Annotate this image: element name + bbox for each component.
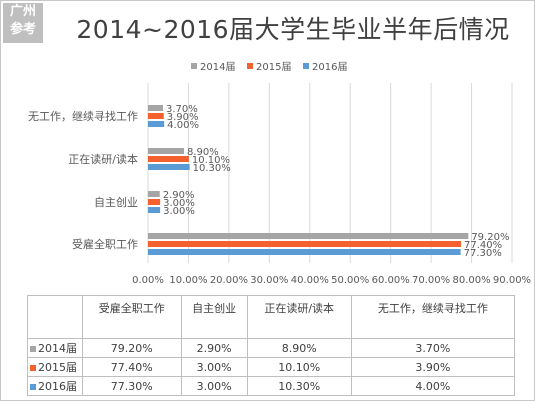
legend: 2014届 2015届 2016届	[191, 61, 347, 73]
data-labels: 3.70%3.90%4.00%8.90%10.10%10.30%2.90%3.0…	[163, 104, 510, 259]
category-label-2: 自主创业	[94, 196, 138, 209]
legend-swatch-2014届	[191, 63, 197, 69]
source-badge: 广州 参考	[3, 3, 43, 43]
data-label-2016届-2: 3.00%	[163, 206, 195, 217]
table-header-3: 无工作，继续寻找工作	[350, 295, 516, 339]
table-legend-swatch	[30, 365, 36, 371]
table-cell: 10.30%	[246, 376, 352, 396]
table-row: 2016届 77.30% 3.00% 10.30% 4.00%	[27, 376, 516, 396]
bar-2015届-1	[148, 156, 189, 162]
bar-2016届-2	[148, 207, 161, 213]
table-cell: 77.40%	[82, 357, 182, 377]
bar-2016届-1	[148, 164, 190, 170]
table-row: 2014届 79.20% 2.90% 8.90% 3.70%	[27, 338, 516, 358]
data-label-2016届-3: 77.30%	[464, 248, 502, 259]
x-tick-10: 10.00%	[169, 275, 207, 286]
table-row-label-text: 2015届	[38, 361, 77, 374]
x-tick-60: 60.00%	[372, 275, 410, 286]
table-row-label: 2016届	[27, 376, 83, 396]
table-header-row: 受雇全职工作 自主创业 正在读研/读本 无工作，继续寻找工作	[27, 295, 516, 339]
badge-line-2: 参考	[9, 22, 36, 37]
bar-2016届-0	[148, 121, 165, 127]
table-cell: 4.00%	[350, 376, 516, 396]
table-cell: 8.90%	[246, 338, 352, 358]
x-tick-90: 90.00%	[493, 275, 531, 286]
table-legend-swatch	[30, 346, 36, 352]
table-cell: 77.30%	[82, 376, 182, 396]
data-label-2016届-0: 4.00%	[167, 120, 199, 131]
table-cell: 3.00%	[180, 376, 248, 396]
data-label-2015届-3: 77.40%	[464, 240, 502, 251]
legend-swatch-2015届	[247, 63, 253, 69]
legend-swatch-2016届	[303, 63, 309, 69]
table-row-label-text: 2014届	[38, 342, 77, 355]
data-label-2015届-0: 3.90%	[167, 112, 199, 123]
x-axis-ticks: 0.00% 10.00% 20.00% 30.00% 40.00% 50.00% 60.00…	[132, 275, 531, 286]
table-row: 2015届 77.40% 3.00% 10.10% 3.90%	[27, 357, 516, 377]
table-row-label-text: 2016届	[38, 380, 77, 393]
badge-line-1: 广州	[9, 4, 36, 19]
data-label-2014届-0: 3.70%	[166, 104, 198, 115]
category-label-1: 正在读研/读本	[68, 152, 138, 166]
bar-2014届-3	[148, 233, 469, 239]
category-label-0: 无工作，继续寻找工作	[28, 109, 138, 123]
bar-2016届-3	[148, 249, 461, 255]
table-header-1: 自主创业	[180, 295, 248, 339]
x-tick-50: 50.00%	[331, 275, 369, 286]
table-header-2: 正在读研/读本	[246, 295, 352, 339]
bar-2014届-1	[148, 148, 184, 154]
x-tick-40: 40.00%	[291, 275, 329, 286]
data-label-2014届-1: 8.90%	[187, 147, 219, 158]
data-label-2015届-1: 10.10%	[192, 155, 230, 166]
x-tick-70: 70.00%	[412, 275, 450, 286]
bars	[148, 105, 469, 255]
bar-2014届-2	[148, 191, 160, 197]
bar-2014届-0	[148, 105, 163, 111]
table-cell: 10.10%	[246, 357, 352, 377]
data-label-2014届-2: 2.90%	[163, 190, 195, 201]
x-tick-30: 30.00%	[250, 275, 288, 286]
table-cell: 3.00%	[180, 357, 248, 377]
bar-2015届-0	[148, 113, 164, 119]
bar-chart: 2014届 2015届 2016届 无工作，继续寻找工作正在读研/读本自主创业受雇全…	[28, 61, 531, 286]
bar-2015届-3	[148, 241, 462, 247]
legend-label-2015届: 2015届	[256, 61, 291, 73]
table-corner-cell	[27, 295, 83, 339]
x-tick-80: 80.00%	[452, 275, 490, 286]
x-tick-20: 20.00%	[210, 275, 248, 286]
data-label-2015届-2: 3.00%	[163, 198, 195, 209]
chart-title: 2014~2016届大学生毕业半年后情况	[76, 15, 510, 44]
table-row-label: 2015届	[27, 357, 83, 377]
table-row-label: 2014届	[27, 338, 83, 358]
table-cell: 3.70%	[350, 338, 516, 358]
table-cell: 2.90%	[180, 338, 248, 358]
table-cell: 3.90%	[350, 357, 516, 377]
table-cell: 79.20%	[82, 338, 182, 358]
x-tick-0: 0.00%	[132, 275, 164, 286]
data-label-2016届-1: 10.30%	[193, 163, 231, 174]
table-header-0: 受雇全职工作	[82, 295, 182, 339]
data-label-2014届-3: 79.20%	[471, 232, 509, 243]
legend-label-2014届: 2014届	[200, 61, 235, 73]
table-legend-swatch	[30, 384, 36, 390]
bar-2015届-2	[148, 199, 161, 205]
data-table: 受雇全职工作 自主创业 正在读研/读本 无工作，继续寻找工作 2014届 79.20% 2.…	[27, 295, 516, 396]
category-label-3: 受雇全职工作	[72, 237, 138, 251]
legend-label-2016届: 2016届	[312, 61, 347, 73]
